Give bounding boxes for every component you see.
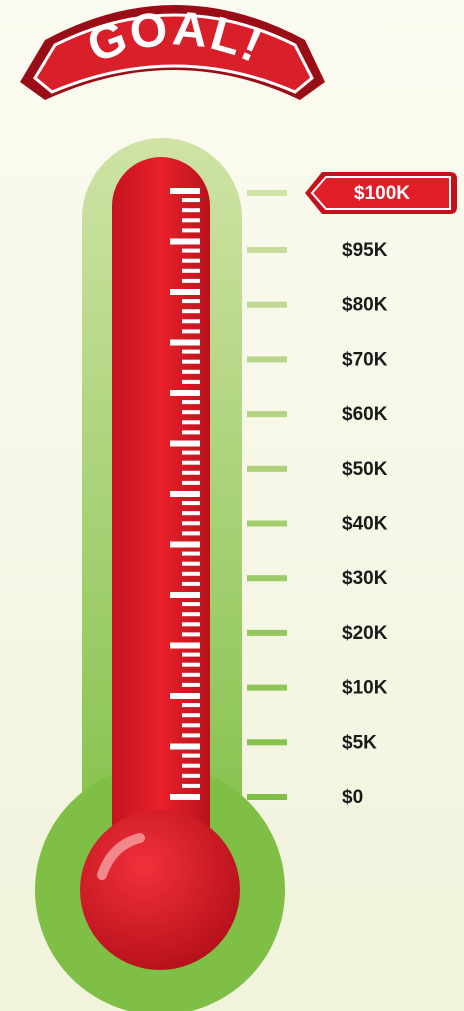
scale-dash: [247, 521, 287, 527]
tube-tick: [182, 622, 200, 626]
scale-label: $0: [342, 787, 363, 808]
scale-dash: [247, 356, 287, 362]
scale-dash: [247, 794, 287, 800]
scale-label: $50K: [342, 459, 388, 480]
scale-label: $10K: [342, 678, 388, 699]
tube-tick: [170, 239, 200, 245]
tube-tick: [182, 461, 200, 465]
goal-label: $100K: [354, 183, 410, 204]
scale-dash: [247, 739, 287, 745]
scale-dash: [247, 575, 287, 581]
scale-dash: [247, 302, 287, 308]
tube-tick: [182, 774, 200, 778]
tube-tick: [182, 511, 200, 515]
scale-label: $20K: [342, 623, 388, 644]
scale-label: $5K: [342, 732, 377, 753]
tube-tick: [182, 249, 200, 253]
tube-tick: [182, 309, 200, 313]
tube-tick: [182, 360, 200, 364]
tube-tick: [182, 501, 200, 505]
tube-tick: [170, 390, 200, 396]
tube-tick: [182, 703, 200, 707]
tube-tick: [182, 673, 200, 677]
tube-tick: [182, 481, 200, 485]
tube-tick: [170, 491, 200, 497]
tube-tick: [182, 228, 200, 232]
tube-tick: [170, 441, 200, 447]
scale-dash: [247, 411, 287, 417]
tube-tick: [182, 350, 200, 354]
tube-tick: [182, 279, 200, 283]
tube-tick: [170, 188, 200, 194]
tube-tick: [182, 400, 200, 404]
tube-tick: [182, 430, 200, 434]
tube-tick: [182, 521, 200, 525]
tube-tick: [182, 713, 200, 717]
tube-tick: [182, 410, 200, 414]
tube-tick: [170, 289, 200, 295]
tube-tick: [182, 663, 200, 667]
tube-tick: [182, 764, 200, 768]
tube-tick: [182, 531, 200, 535]
tube-tick: [182, 653, 200, 657]
tube-tick: [182, 269, 200, 273]
tube-tick: [182, 784, 200, 788]
tube-tick: [170, 744, 200, 750]
scale-label: $30K: [342, 568, 388, 589]
tube-tick: [182, 572, 200, 576]
tube-tick: [170, 592, 200, 598]
tube-tick: [182, 451, 200, 455]
tube-tick: [182, 552, 200, 556]
tube-tick: [182, 612, 200, 616]
tube-tick: [182, 259, 200, 263]
tube-tick: [182, 471, 200, 475]
tube-tick: [182, 208, 200, 212]
scale-label: $80K: [342, 295, 388, 316]
tube-tick: [182, 754, 200, 758]
scale-dash: [247, 466, 287, 472]
tube-tick: [182, 562, 200, 566]
tube-tick: [182, 683, 200, 687]
scale-label: $95K: [342, 240, 388, 261]
tube-tick: [170, 693, 200, 699]
tube-tick: [182, 370, 200, 374]
tube-tick: [182, 329, 200, 333]
scale-label: $60K: [342, 404, 388, 425]
tube-tick: [182, 582, 200, 586]
tube-tick: [170, 794, 200, 800]
tube-tick: [182, 299, 200, 303]
tube-tick: [182, 733, 200, 737]
tube-tick: [170, 542, 200, 548]
tube-tick: [170, 340, 200, 346]
tube-tick: [182, 632, 200, 636]
scale-dash: [247, 630, 287, 636]
scale-label: $40K: [342, 514, 388, 535]
tube-tick: [182, 723, 200, 727]
tube-tick: [182, 420, 200, 424]
tube-tick: [182, 319, 200, 323]
tube-tick: [170, 643, 200, 649]
tube-tick: [182, 218, 200, 222]
goal-thermometer: GOAL! $100K $95K$80K$70K$60K$50K$40K$30K…: [0, 0, 464, 1011]
tube-tick: [182, 198, 200, 202]
tube-tick: [182, 602, 200, 606]
tube-tick: [182, 380, 200, 384]
scale-label: $70K: [342, 349, 388, 370]
scale-dash: [247, 685, 287, 691]
scale-dash: [247, 247, 287, 253]
